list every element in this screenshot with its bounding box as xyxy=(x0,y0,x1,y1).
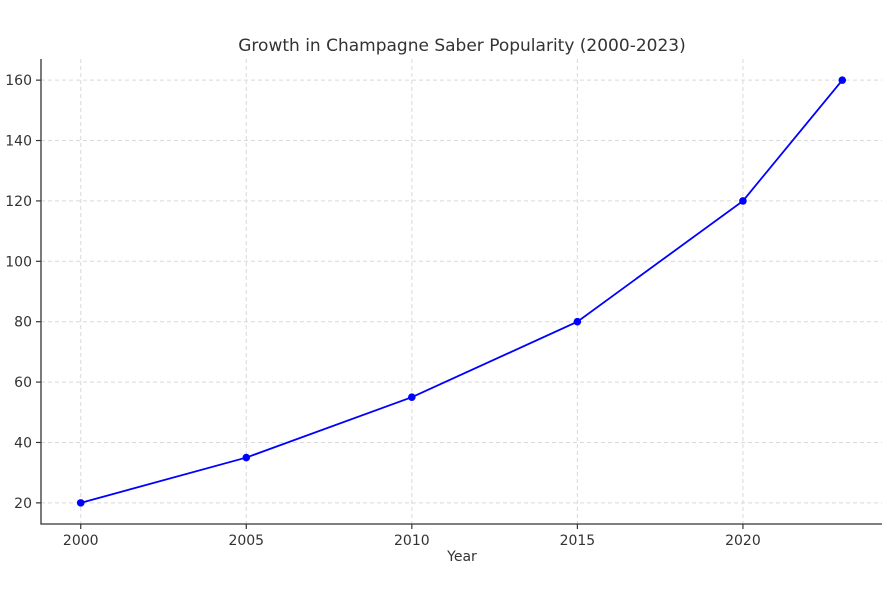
x-tick-label: 2000 xyxy=(63,533,99,549)
gridlines xyxy=(41,59,882,524)
data-point xyxy=(408,393,416,401)
data-point xyxy=(242,453,251,462)
y-tick-label: 120 xyxy=(5,194,32,210)
data-point xyxy=(739,197,747,205)
y-tick-label: 60 xyxy=(14,375,32,391)
data-point xyxy=(573,317,582,326)
series-layer xyxy=(76,76,847,507)
y-tick-label: 80 xyxy=(14,315,32,331)
x-tick-label: 2015 xyxy=(560,533,596,549)
y-tick-label: 160 xyxy=(5,73,32,89)
y-tick-label: 140 xyxy=(5,134,32,150)
y-tick-label: 100 xyxy=(5,254,32,270)
y-tick-label: 40 xyxy=(14,435,32,451)
data-point xyxy=(838,76,847,84)
axis-spines xyxy=(40,59,882,525)
y-tick-label: 20 xyxy=(14,496,32,512)
x-tick-label: 2010 xyxy=(394,533,430,549)
x-tick-label: 2005 xyxy=(228,533,264,549)
series-line xyxy=(80,79,843,504)
x-tick-label: 2020 xyxy=(725,533,761,549)
x-axis-label: Year xyxy=(446,549,477,565)
chart-title: Growth in Champagne Saber Popularity (20… xyxy=(238,36,685,56)
data-point xyxy=(76,499,85,507)
